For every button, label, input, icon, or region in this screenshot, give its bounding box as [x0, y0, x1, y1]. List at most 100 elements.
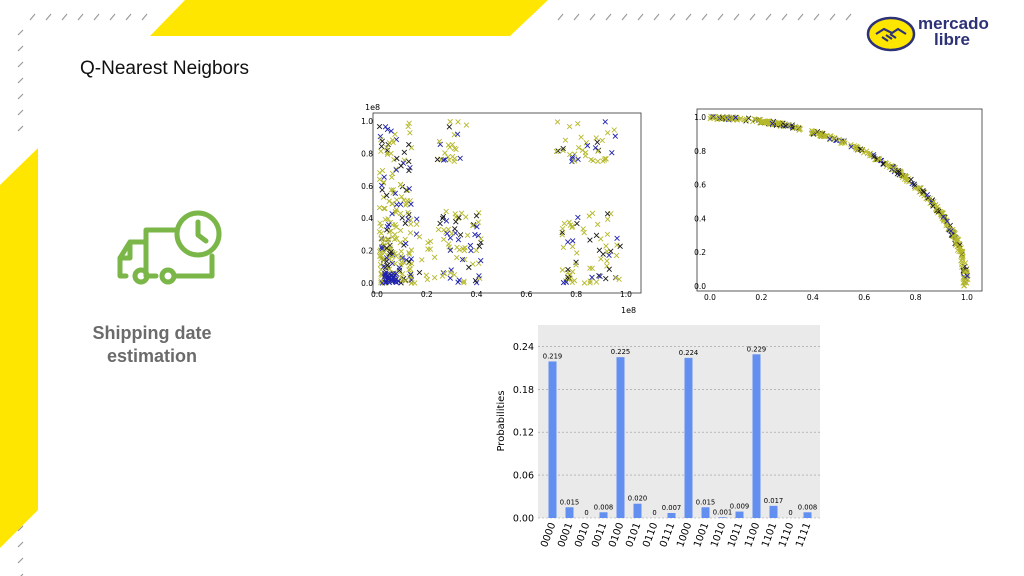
scatter-point [454, 244, 460, 251]
scatter-point [385, 236, 391, 242]
shipping-date-caption: Shipping date estimation [92, 323, 212, 366]
scatter-point [378, 148, 384, 154]
scatter-point [447, 118, 453, 125]
scatter-point [918, 185, 924, 191]
scatter-point [940, 214, 947, 220]
mercado-libre-logo: mercado libre [866, 14, 996, 54]
scatter-point [710, 114, 717, 121]
x-tick-label: 0.0 [704, 293, 716, 300]
scatter-point [749, 118, 756, 125]
scatter-point [402, 278, 409, 284]
scatter-point [603, 243, 609, 249]
dash-mark [573, 13, 580, 21]
dash-mark [17, 525, 24, 532]
scatter-point [569, 224, 575, 231]
scatter-point [559, 232, 565, 238]
scatter-point [778, 120, 784, 126]
bar-value-label: 0.001 [713, 508, 732, 516]
scatter-point [435, 226, 442, 233]
scatter-point [614, 235, 620, 242]
y-tick-label: 0.8 [694, 147, 706, 156]
dash-mark [61, 13, 68, 21]
bar [565, 507, 574, 518]
bar-value-label: 0.009 [730, 503, 749, 511]
handshake-icon [866, 16, 916, 52]
scatter-point [710, 113, 716, 120]
scatter-point [603, 275, 609, 282]
scatter-point [604, 231, 611, 237]
scatter-point [783, 123, 789, 129]
scatter-point [891, 168, 898, 175]
plot-area [538, 325, 820, 518]
dash-mark [93, 13, 100, 21]
scatter-point [560, 147, 566, 154]
scatter-point [393, 209, 399, 216]
scatter-point [594, 221, 601, 228]
scatter-point [407, 130, 413, 136]
scatter-point [401, 157, 408, 163]
scatter-point [419, 257, 425, 263]
scatter-point [406, 141, 412, 148]
scatter-point [405, 123, 411, 130]
scatter-point [593, 232, 600, 239]
dash-mark [17, 77, 24, 84]
scatter-chart-raw: 1e8 1e8 0.0 0.2 0.4 0.6 0.8 1.0 0.0 0.2 0.4 0.6 0.… [343, 103, 648, 316]
dash-mark [605, 13, 612, 21]
scatter-point [458, 210, 465, 216]
scatter-point [751, 116, 758, 122]
scatter-point [731, 115, 737, 121]
scatter-point [382, 270, 389, 277]
x-tick-label: 0.4 [471, 290, 483, 299]
scatter-point [387, 275, 393, 281]
scatter-point [440, 157, 447, 163]
scatter-point [397, 182, 404, 188]
yellow-top-banner [150, 0, 548, 36]
scatter-point [443, 218, 450, 224]
bar-value-label: 0.225 [611, 348, 630, 356]
scatter-point [581, 280, 588, 286]
scatter-point [786, 122, 792, 128]
x-tick-label: 1.0 [961, 293, 973, 300]
scatter-point [831, 135, 838, 141]
scatter-point [447, 235, 454, 241]
scatter-point [403, 200, 410, 207]
scatter-point [376, 229, 383, 235]
yellow-left-banner [0, 148, 38, 548]
scatter-point [382, 205, 388, 212]
scatter-point [423, 272, 430, 278]
scatter-point [396, 265, 403, 271]
scatter-point [614, 242, 620, 248]
scatter-chart-normalized: 0.0 0.2 0.4 0.6 0.8 1.0 0.0 0.2 0.4 0.6 0.8 1.0 [665, 103, 988, 300]
scatter-point [555, 148, 561, 154]
bar-value-label: 0.017 [764, 497, 783, 505]
bar [701, 507, 710, 518]
scatter-point [447, 270, 454, 276]
scatter-point [567, 151, 573, 158]
x-tick-label: 0.2 [755, 293, 767, 300]
scatter-point [412, 280, 418, 286]
scatter-point [571, 158, 578, 164]
scatter-point [595, 148, 601, 154]
scatter-point [478, 257, 484, 264]
dash-mark [797, 13, 804, 21]
scatter-point [397, 227, 404, 234]
scatter-point [475, 219, 482, 225]
scatter-point [391, 156, 397, 163]
scatter-point [601, 157, 608, 163]
scatter-point [473, 247, 480, 254]
scatter-point [387, 250, 393, 257]
logo-line1: mercado [918, 14, 989, 33]
scatter-point [848, 144, 854, 150]
bar-value-label: 0 [652, 509, 656, 517]
scatter-point [574, 250, 580, 256]
scatter-point [828, 133, 834, 139]
scatter-point [386, 198, 392, 204]
scatter-point [388, 228, 394, 234]
scatter-point [384, 262, 391, 268]
scatter-point [390, 270, 396, 277]
scatter-point [467, 242, 474, 249]
bar-value-label: 0.007 [662, 504, 681, 512]
scatter-point [924, 192, 930, 198]
dash-mark [733, 13, 740, 21]
scatter-point [384, 227, 390, 233]
